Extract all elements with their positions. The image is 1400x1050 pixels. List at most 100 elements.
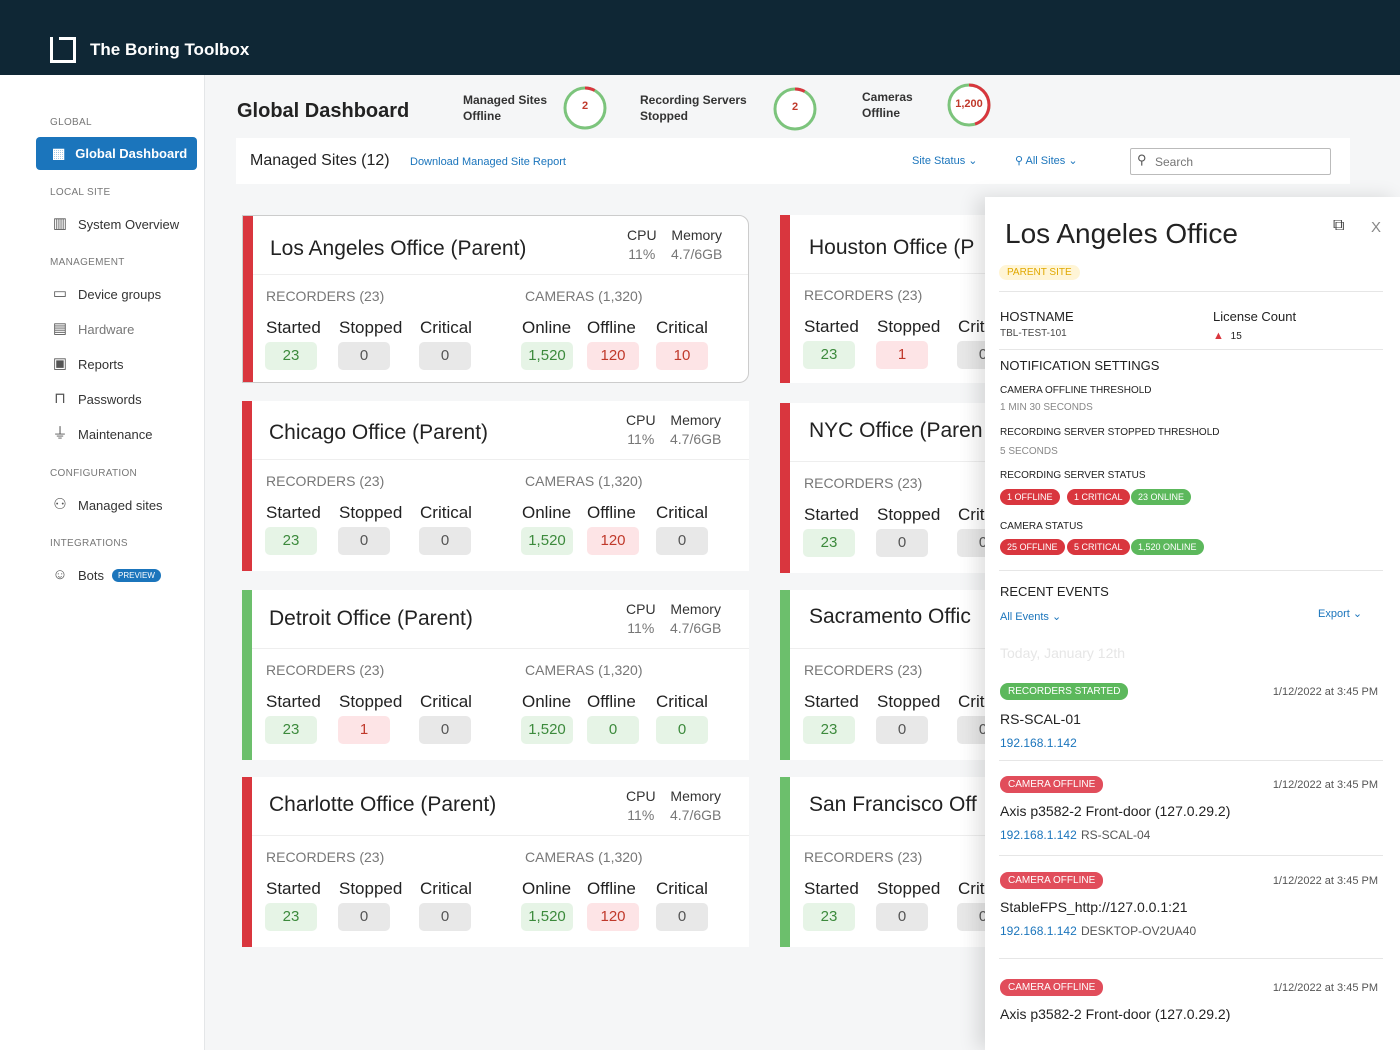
site-card-los-angeles[interactable]: Los Angeles Office (Parent) CPU 11% Memor… (242, 215, 749, 383)
sidebar-item-bots[interactable]: ☺ Bots PREVIEW (50, 565, 161, 585)
sidebar-item-device-groups[interactable]: ▭ Device groups (50, 284, 161, 304)
cameras-critical-pill[interactable]: 0 (656, 716, 708, 744)
event-ip-link[interactable]: 192.168.1.142 (1000, 736, 1077, 750)
cameras-critical-pill[interactable]: 0 (656, 903, 708, 931)
sidebar-item-passwords[interactable]: ⊓ Passwords (50, 389, 141, 409)
site-card-houston[interactable]: Houston Office (P RECORDERS (23) Started… (780, 215, 985, 383)
sidebar-item-system-overview[interactable]: ▥ System Overview (50, 214, 179, 234)
export-dropdown[interactable]: Export ⌄ (1318, 607, 1362, 620)
sidebar-section-local: LOCAL SITE (50, 187, 111, 198)
site-card-nyc[interactable]: NYC Office (Paren RECORDERS (23) Started… (780, 403, 985, 573)
recorders-critical-pill[interactable]: 0 (957, 529, 985, 557)
recorders-started-pill[interactable]: 23 (265, 527, 317, 555)
sidebar-item-reports[interactable]: ▣ Reports (50, 354, 124, 374)
hostname-value: TBL-TEST-101 (1000, 328, 1067, 339)
status-bar (780, 403, 790, 573)
cameras-offline-pill[interactable]: 120 (587, 903, 639, 931)
all-events-dropdown[interactable]: All Events ⌄ (1000, 610, 1061, 623)
logo-icon[interactable] (50, 37, 76, 63)
status-bar (780, 590, 790, 760)
recorders-stopped-pill[interactable]: 0 (876, 903, 928, 931)
cameras-online-pill[interactable]: 1,520 (521, 527, 573, 555)
site-card-san-francisco[interactable]: San Francisco Off RECORDERS (23) Started… (780, 777, 985, 947)
cameras-online-pill[interactable]: 1,520 (521, 342, 573, 370)
all-sites-label: All Sites (1025, 155, 1066, 167)
recorders-critical-pill[interactable]: 0 (419, 342, 471, 370)
critical-label: Critical (656, 318, 708, 337)
recorders-stopped-pill[interactable]: 1 (876, 341, 928, 369)
memory-value: 4.7/6GB (670, 431, 722, 447)
event-ip-link[interactable]: 192.168.1.142 (1000, 828, 1077, 842)
recorders-critical-pill[interactable]: 0 (957, 716, 985, 744)
event-title[interactable]: StableFPS_http://127.0.0.1:21 (1000, 899, 1188, 915)
recorders-started-pill[interactable]: 23 (265, 342, 317, 370)
cameras-online-pill[interactable]: 1,520 (521, 716, 573, 744)
cameras-critical-pill[interactable]: 10 (656, 342, 708, 370)
recorders-stopped-pill[interactable]: 1 (338, 716, 390, 744)
recorders-stopped-pill[interactable]: 0 (338, 527, 390, 555)
status-tag-critical[interactable]: 5 CRITICAL (1067, 539, 1130, 555)
site-status-dropdown[interactable]: Site Status ⌄ (912, 154, 977, 167)
site-card-sacramento[interactable]: Sacramento Offic RECORDERS (23) Started … (780, 590, 985, 760)
sidebar-item-label: Maintenance (78, 426, 153, 442)
recorders-started-pill[interactable]: 23 (803, 716, 855, 744)
status-tag-offline[interactable]: 25 OFFLINE (1000, 539, 1065, 555)
sidebar-item-label: Device groups (78, 286, 162, 302)
recorders-critical-pill[interactable]: 0 (419, 903, 471, 931)
critical-label: Critical (958, 692, 985, 711)
managed-sites-ring[interactable] (562, 85, 608, 131)
sidebar-item-maintenance[interactable]: ⏚ Maintenance (50, 424, 152, 444)
site-card-chicago[interactable]: Chicago Office (Parent) CPU 11% Memory 4.7… (242, 401, 749, 571)
cameras-ring[interactable] (946, 82, 992, 128)
cameras-offline-pill[interactable]: 120 (587, 527, 639, 555)
reports-icon: ▣ (52, 355, 68, 372)
stopped-label: Stopped (339, 503, 403, 522)
recorders-stopped-pill[interactable]: 0 (338, 903, 390, 931)
cameras-online-pill[interactable]: 1,520 (521, 903, 573, 931)
close-icon[interactable]: X (1371, 219, 1382, 236)
stopped-label: Stopped (339, 692, 403, 711)
app-title[interactable]: The Boring Toolbox (90, 40, 250, 59)
memory-label: Memory (670, 788, 721, 804)
parent-site-badge: PARENT SITE (999, 265, 1080, 280)
recorders-started-pill[interactable]: 23 (265, 716, 317, 744)
cameras-offline-pill[interactable]: 120 (587, 342, 639, 370)
site-name: NYC Office (Paren (809, 419, 983, 442)
cameras-offline-pill[interactable]: 0 (587, 716, 639, 744)
status-tag-online[interactable]: 23 ONLINE (1131, 489, 1192, 505)
event-host: DESKTOP-OV2UA40 (1081, 924, 1197, 938)
external-link-icon[interactable]: ⧉ (1333, 217, 1345, 234)
search-input[interactable] (1130, 148, 1331, 175)
site-card-charlotte[interactable]: Charlotte Office (Parent) CPU 11% Memory 4… (242, 777, 749, 947)
status-tag-online[interactable]: 1,520 ONLINE (1131, 539, 1204, 555)
status-tag-offline[interactable]: 1 OFFLINE (1000, 489, 1060, 505)
recorders-started-pill[interactable]: 23 (803, 529, 855, 557)
cameras-critical-pill[interactable]: 0 (656, 527, 708, 555)
event-title[interactable]: Axis p3582-2 Front-door (127.0.29.2) (1000, 1006, 1231, 1022)
site-detail-panel: Los Angeles Office ⧉ X PARENT SITE HOSTN… (985, 197, 1400, 1050)
event-ip-link[interactable]: 192.168.1.142 (1000, 924, 1077, 938)
download-report-link[interactable]: Download Managed Site Report (410, 156, 566, 168)
sidebar-item-managed-sites[interactable]: ⚇ Managed sites (50, 495, 162, 515)
recorders-critical-pill[interactable]: 0 (957, 341, 985, 369)
recorders-stopped-pill[interactable]: 0 (876, 529, 928, 557)
recorders-started-pill[interactable]: 23 (803, 903, 855, 931)
event-title[interactable]: RS-SCAL-01 (1000, 711, 1081, 727)
event-title[interactable]: Axis p3582-2 Front-door (127.0.29.2) (1000, 803, 1231, 819)
recording-servers-ring[interactable] (772, 86, 818, 132)
recorders-critical-pill[interactable]: 0 (419, 527, 471, 555)
sidebar-item-global-dashboard[interactable]: ▦ Global Dashboard (36, 137, 197, 170)
sidebar-item-hardware[interactable]: ▤ Hardware (50, 319, 134, 339)
recorders-stopped-pill[interactable]: 0 (876, 716, 928, 744)
recorders-started-pill[interactable]: 23 (803, 341, 855, 369)
critical-label: Critical (420, 879, 472, 898)
event-time: 1/12/2022 at 3:45 PM (1272, 686, 1378, 698)
recorders-critical-pill[interactable]: 0 (419, 716, 471, 744)
divider (999, 958, 1383, 959)
all-sites-dropdown[interactable]: ⚲ All Sites ⌄ (1015, 154, 1078, 167)
status-tag-critical[interactable]: 1 CRITICAL (1067, 489, 1130, 505)
site-card-detroit[interactable]: Detroit Office (Parent) CPU 11% Memory 4.7… (242, 590, 749, 760)
recorders-started-pill[interactable]: 23 (265, 903, 317, 931)
recorders-stopped-pill[interactable]: 0 (338, 342, 390, 370)
recorders-critical-pill[interactable]: 0 (957, 903, 985, 931)
